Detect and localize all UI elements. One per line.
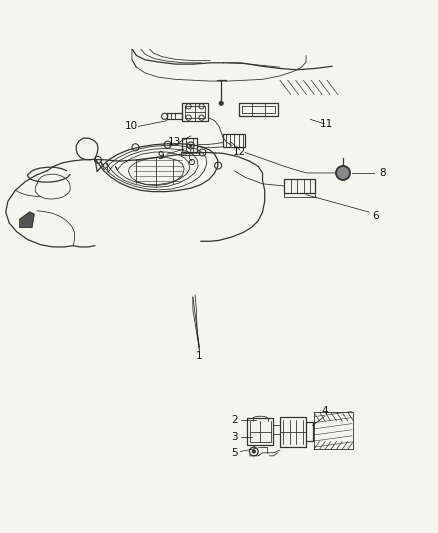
Circle shape	[336, 166, 350, 180]
Text: 9: 9	[157, 150, 163, 160]
Text: 2: 2	[231, 415, 237, 425]
Text: 5: 5	[231, 448, 237, 458]
Text: 1: 1	[196, 351, 203, 361]
Polygon shape	[20, 212, 34, 228]
Circle shape	[219, 101, 223, 106]
Text: 3: 3	[231, 432, 237, 442]
Text: 13: 13	[168, 138, 181, 148]
Text: 12: 12	[233, 148, 247, 157]
Text: 10: 10	[124, 122, 138, 131]
Circle shape	[189, 144, 192, 147]
Text: 8: 8	[379, 168, 385, 178]
Text: 4: 4	[321, 406, 328, 416]
Text: 6: 6	[372, 212, 379, 221]
Circle shape	[252, 450, 255, 453]
Text: 11: 11	[320, 119, 334, 129]
